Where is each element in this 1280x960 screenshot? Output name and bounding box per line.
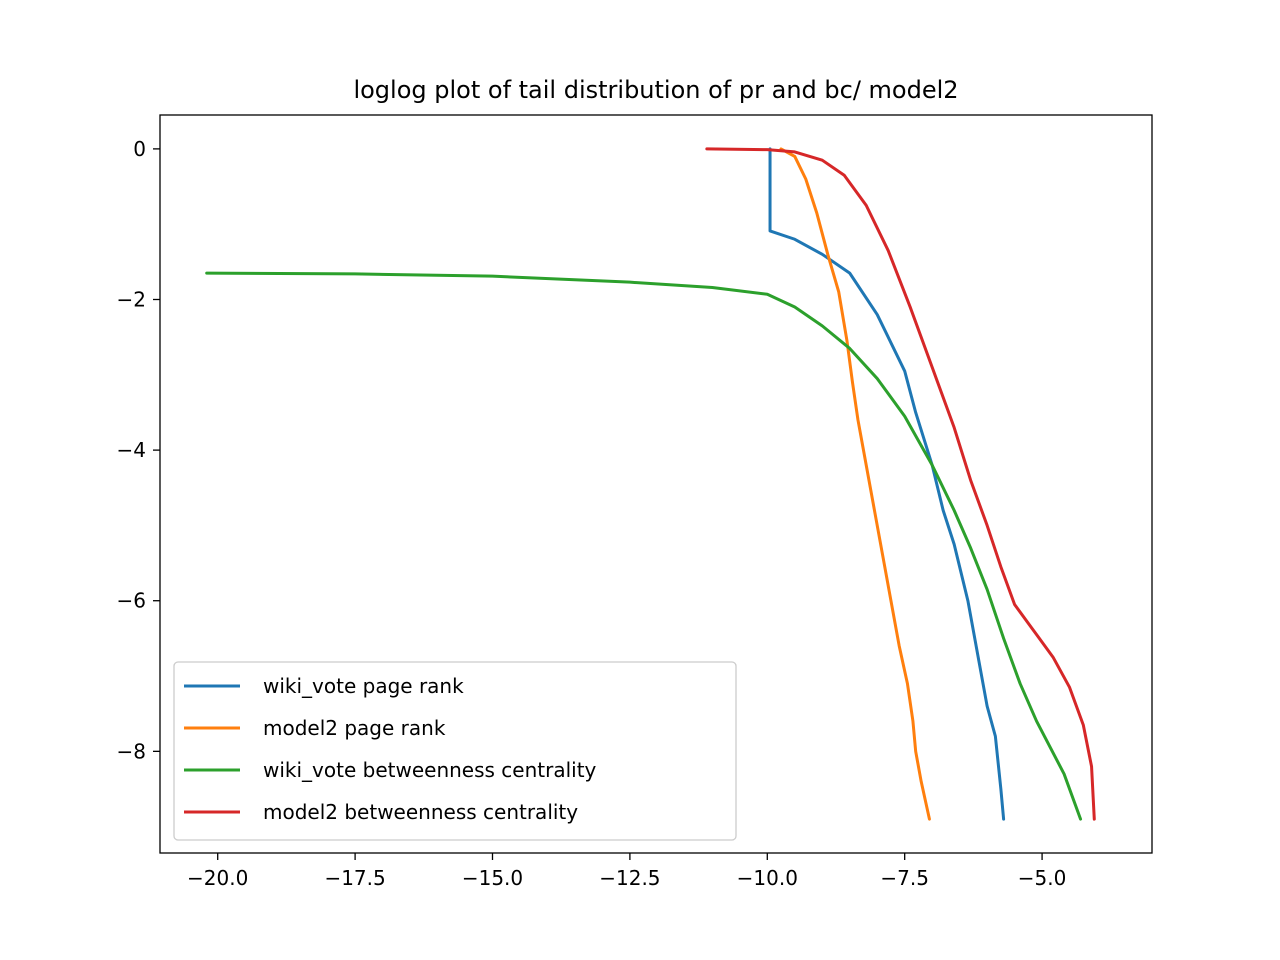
- x-tick-label: −20.0: [187, 866, 248, 890]
- y-tick-label: 0: [133, 137, 146, 161]
- plot-frame: [159, 114, 1153, 854]
- x-axis: −20.0 −17.5 −15.0 −12.5 −10.0 −7.5 −5.0: [187, 853, 1066, 890]
- legend-box: [173, 661, 737, 841]
- legend: wiki_vote page rank model2 page rank wiki_…: [173, 661, 737, 841]
- y-tick-label: −8: [117, 739, 146, 763]
- x-tick-label: −17.5: [324, 866, 385, 890]
- y-tick-label: −2: [117, 288, 146, 312]
- x-tick-label: −5.0: [1018, 866, 1067, 890]
- legend-label: model2 page rank: [263, 716, 446, 740]
- series-line-3: [205, 271, 1083, 821]
- legend-label: wiki_vote page rank: [263, 674, 464, 698]
- series-lines: [205, 147, 1096, 821]
- legend-label: wiki_vote betweenness centrality: [263, 758, 597, 782]
- y-tick-label: −4: [117, 438, 146, 462]
- series-line-4: [705, 147, 1096, 821]
- y-axis: 0 −2 −4 −6 −8: [117, 137, 160, 763]
- x-tick-label: −7.5: [880, 866, 929, 890]
- series-line-1: [768, 147, 1006, 821]
- legend-label: model2 betweenness centrality: [263, 800, 578, 824]
- y-tick-label: −6: [117, 589, 146, 613]
- x-tick-label: −12.5: [599, 866, 660, 890]
- series-line-2: [779, 147, 931, 821]
- x-tick-label: −15.0: [462, 866, 523, 890]
- x-tick-label: −10.0: [737, 866, 798, 890]
- chart-title: loglog plot of tail distribution of pr a…: [353, 76, 958, 104]
